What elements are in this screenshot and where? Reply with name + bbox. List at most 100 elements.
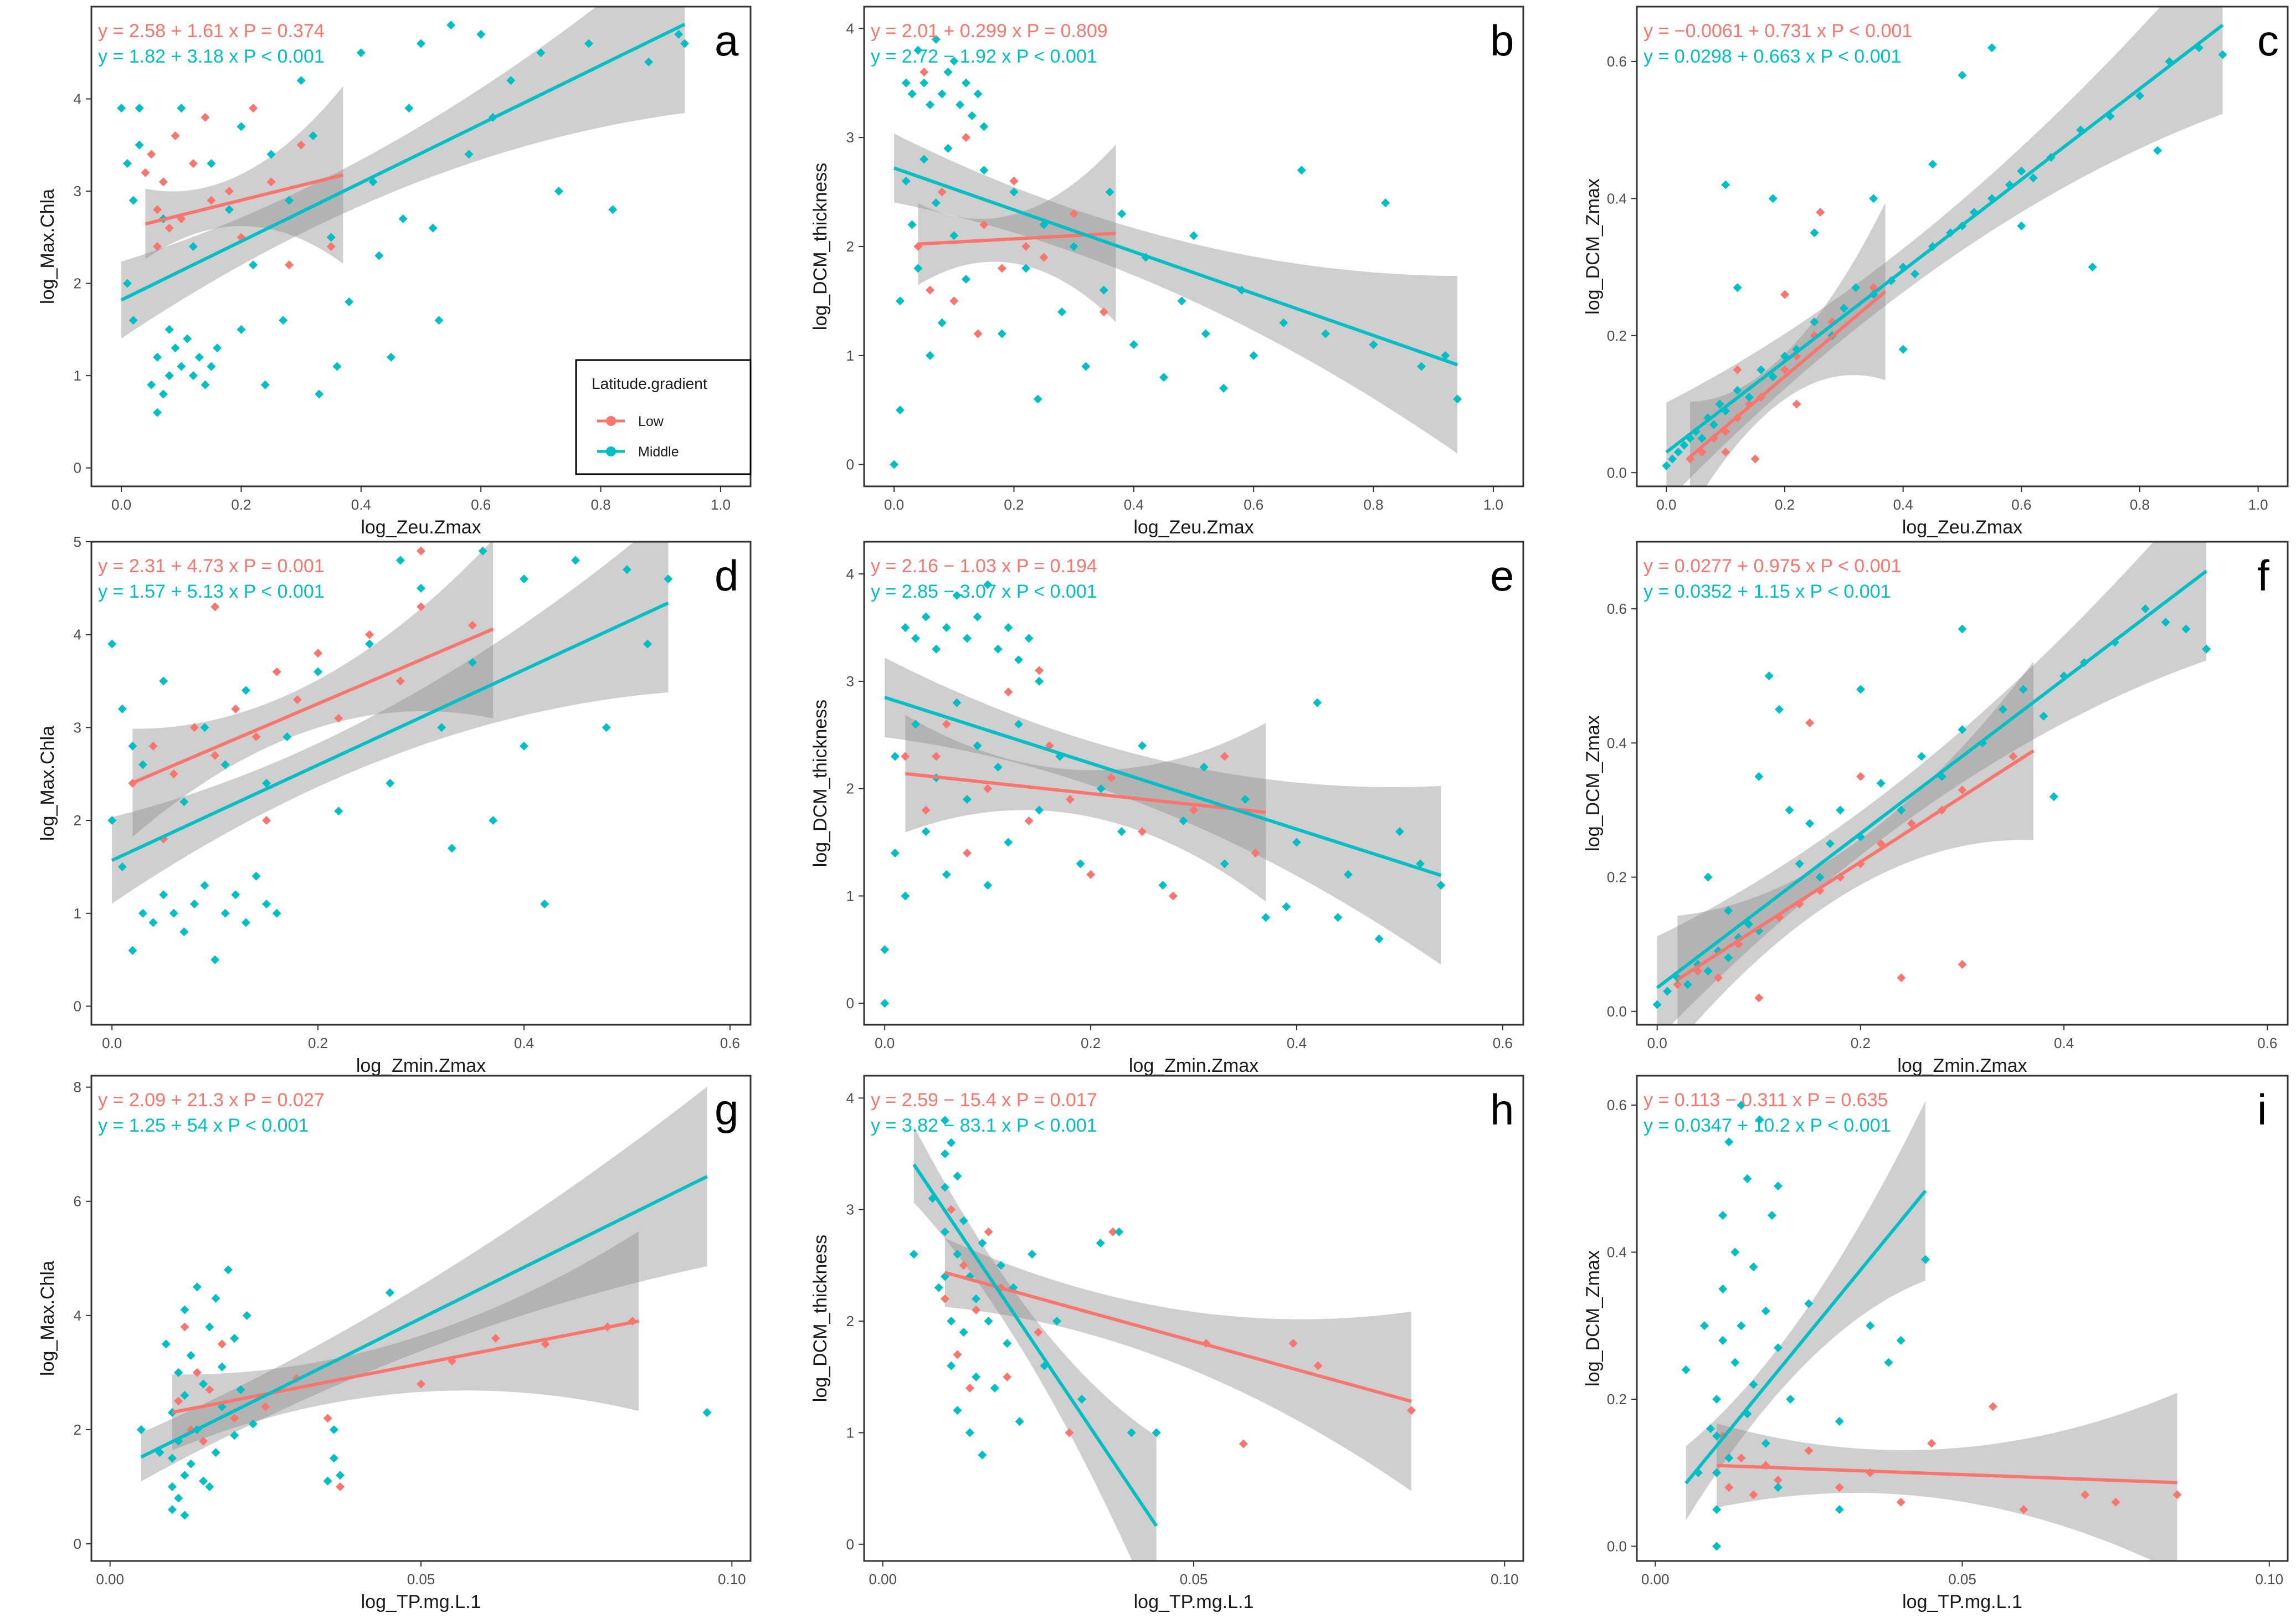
data-point-low	[932, 752, 941, 761]
data-point-middle	[1282, 902, 1291, 911]
y-axis-title: log_Max.Chla	[37, 1261, 58, 1376]
regression-equation-low: y = 2.58 + 1.61 x P = 0.374	[98, 20, 325, 42]
data-point-middle	[1114, 1227, 1124, 1236]
data-point-middle	[217, 1362, 227, 1372]
x-tick-label: 0.8	[590, 496, 610, 513]
data-point-middle	[345, 297, 354, 306]
data-point-middle	[117, 862, 127, 871]
data-point-middle	[356, 48, 366, 58]
data-point-low	[158, 177, 168, 187]
data-point-middle	[643, 639, 653, 649]
data-point-middle	[1724, 906, 1733, 916]
data-point-middle	[973, 741, 982, 751]
data-point-middle	[177, 362, 186, 371]
legend-key-dot-low	[606, 416, 616, 426]
data-point-middle	[907, 89, 917, 99]
data-point-middle	[1896, 1336, 1905, 1345]
data-point-middle	[1395, 827, 1404, 836]
data-point-middle	[1076, 859, 1085, 869]
data-point-middle	[540, 900, 549, 908]
x-tick-label: 0.05	[407, 1571, 435, 1588]
data-point-low	[180, 1322, 189, 1332]
data-point-middle	[913, 45, 923, 55]
data-point-middle	[200, 723, 209, 732]
data-point-middle	[237, 325, 246, 334]
data-point-middle	[1024, 634, 1034, 643]
data-point-middle	[1417, 362, 1426, 371]
data-point-middle	[138, 908, 147, 918]
plot-background	[864, 542, 1523, 1025]
data-point-middle	[940, 1116, 949, 1125]
data-point-middle	[961, 78, 970, 88]
data-point-middle	[135, 104, 144, 113]
data-point-middle	[1718, 1284, 1728, 1293]
data-point-middle	[1897, 805, 1906, 815]
data-point-middle	[1835, 1505, 1844, 1514]
data-point-low	[962, 848, 972, 857]
data-point-low	[1713, 973, 1723, 983]
data-point-low	[1138, 827, 1147, 836]
data-point-middle	[169, 908, 178, 918]
data-point-middle	[890, 752, 900, 761]
data-point-middle	[1069, 242, 1078, 251]
y-tick-label: 0.0	[1607, 464, 1627, 481]
plot-area	[107, 542, 673, 964]
y-tick-label: 0	[74, 998, 81, 1014]
x-tick-label: 0.0	[884, 496, 904, 513]
x-tick-label: 0.4	[1893, 496, 1913, 513]
data-point-middle	[909, 1250, 918, 1259]
data-point-middle	[932, 644, 941, 654]
data-point-middle	[1810, 228, 1819, 238]
data-point-middle	[464, 150, 474, 159]
y-axis-title: log_DCM_thickness	[810, 700, 831, 867]
data-point-low	[2111, 1497, 2120, 1507]
data-point-middle	[1958, 624, 1967, 634]
regression-equation-low: y = −0.0061 + 0.731 x P < 0.001	[1643, 20, 1912, 42]
data-point-middle	[2017, 166, 2026, 176]
data-point-low	[920, 68, 929, 77]
data-point-middle	[972, 1372, 981, 1381]
panel-letter: h	[1490, 1085, 1514, 1134]
y-tick-label: 3	[846, 673, 854, 690]
data-point-middle	[404, 104, 414, 113]
data-point-middle	[1795, 859, 1804, 869]
x-tick-label: 0.4	[1124, 496, 1144, 513]
data-point-middle	[107, 816, 117, 825]
data-point-middle	[2049, 792, 2058, 802]
data-point-middle	[2140, 604, 2150, 614]
x-tick-label: 0.10	[1491, 1571, 1519, 1588]
x-axis-title: log_Zmin.Zmax	[1897, 1055, 2027, 1076]
y-tick-label: 0	[846, 456, 854, 473]
data-point-low	[942, 720, 951, 729]
plot-background	[91, 542, 751, 1025]
x-tick-label: 0.6	[2011, 496, 2031, 513]
data-point-middle	[199, 1379, 208, 1389]
data-point-middle	[584, 39, 593, 48]
data-point-low	[1065, 1428, 1074, 1437]
plot-area	[909, 1116, 1416, 1561]
data-point-middle	[1744, 393, 1754, 402]
confidence-band-low	[905, 715, 1266, 902]
x-tick-label: 0.2	[1851, 1035, 1871, 1051]
data-point-middle	[972, 1294, 981, 1303]
data-point-low	[217, 1339, 227, 1349]
data-point-low	[926, 285, 934, 295]
data-point-middle	[1374, 934, 1384, 943]
data-point-low	[1099, 307, 1108, 317]
data-point-low	[1750, 454, 1760, 464]
data-point-low	[199, 1436, 208, 1446]
x-tick-label: 0.00	[1641, 1571, 1670, 1588]
x-tick-label: 0.6	[1493, 1035, 1513, 1051]
legend-key-dot-middle	[606, 446, 616, 456]
data-point-middle	[947, 1138, 956, 1147]
data-point-middle	[1201, 329, 1210, 338]
data-point-middle	[1668, 454, 1677, 464]
data-point-low	[1313, 1361, 1323, 1370]
data-point-middle	[1261, 913, 1271, 922]
data-point-middle	[1159, 373, 1168, 382]
data-point-middle	[943, 68, 953, 77]
data-point-middle	[285, 196, 294, 205]
data-point-middle	[1453, 394, 1462, 404]
data-point-middle	[961, 275, 970, 284]
data-point-low	[1816, 208, 1825, 217]
